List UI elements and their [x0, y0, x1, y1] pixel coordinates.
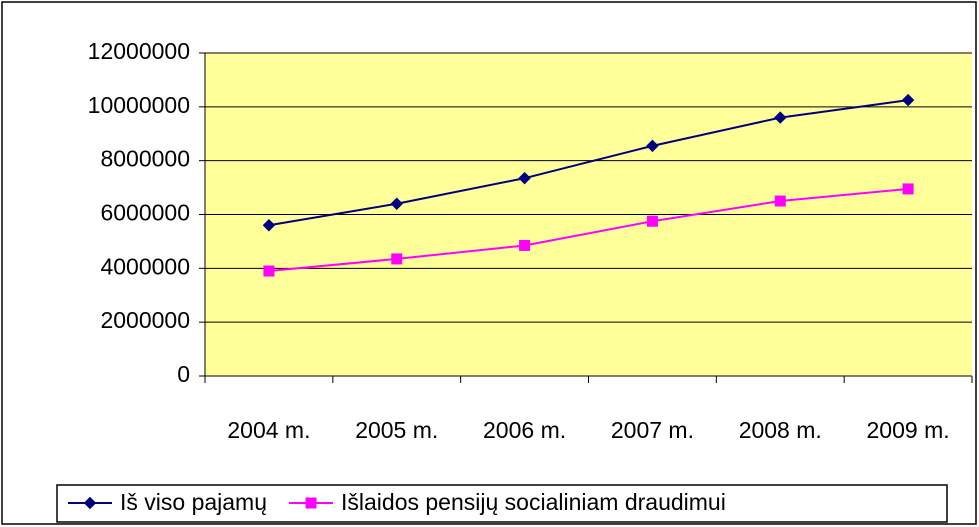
- series-line: [268, 99, 909, 227]
- marker: [305, 497, 317, 509]
- y-tick-label: 0: [177, 361, 190, 387]
- y-tick-label: 6000000: [100, 200, 190, 226]
- legend-box: [56, 484, 948, 523]
- marker: [902, 183, 914, 195]
- marker: [391, 253, 403, 265]
- legend-label: Išlaidos pensijų socialiniam draudimui: [341, 489, 726, 515]
- y-tick-label: 4000000: [100, 253, 190, 279]
- marker: [646, 139, 659, 153]
- x-tick-label: 2006 m.: [483, 417, 566, 443]
- marker: [262, 219, 276, 232]
- marker: [519, 239, 531, 251]
- marker: [774, 111, 787, 124]
- y-tick-label: 12000000: [88, 38, 190, 64]
- x-tick-label: 2004 m.: [227, 417, 310, 443]
- marker: [83, 496, 97, 510]
- marker: [646, 215, 658, 227]
- marker: [901, 93, 915, 107]
- x-tick-label: 2007 m.: [611, 417, 694, 443]
- marker: [518, 171, 531, 185]
- series-line: [268, 187, 909, 273]
- y-tick-label: 10000000: [88, 92, 190, 118]
- marker: [390, 197, 403, 210]
- marker: [263, 265, 275, 277]
- x-tick-label: 2005 m.: [355, 417, 438, 443]
- x-tick-label: 2008 m.: [739, 417, 822, 443]
- legend-label: Iš viso pajamų: [120, 489, 267, 515]
- y-tick-label: 8000000: [100, 146, 190, 172]
- marker: [774, 195, 786, 207]
- y-tick-label: 2000000: [100, 307, 190, 333]
- x-tick-label: 2009 m.: [867, 417, 950, 443]
